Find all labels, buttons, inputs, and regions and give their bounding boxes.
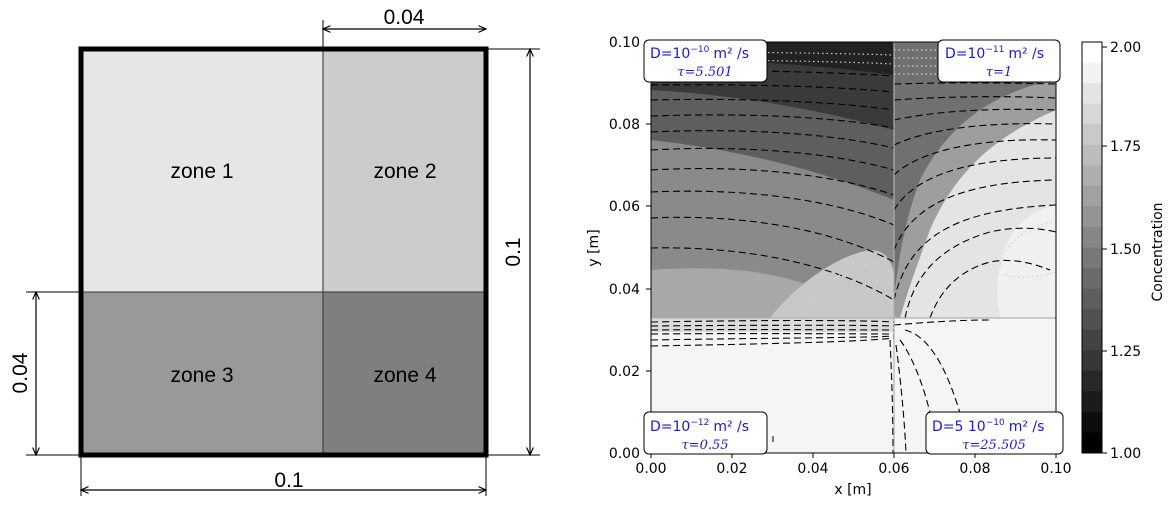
x-tick-label: 0.10 — [1040, 461, 1071, 477]
tau-text: τ=25.505 — [962, 438, 1026, 453]
colorbar-band — [1082, 227, 1102, 248]
y-tick-labels: 0.00 0.02 0.04 0.06 0.08 0.10 — [609, 35, 640, 462]
colorbar-label: Concentration — [1150, 202, 1166, 301]
x-tick-label: 0.08 — [959, 461, 990, 477]
colorbar-band — [1082, 165, 1102, 186]
colorbar-band — [1082, 309, 1102, 330]
colorbar-bands — [1082, 42, 1102, 454]
colorbar-band — [1082, 391, 1102, 412]
y-tick-label: 0.06 — [609, 199, 640, 215]
colorbar-band — [1082, 350, 1102, 371]
colorbar-ticks — [1102, 47, 1107, 453]
right-dimension-label: 0.1 — [502, 237, 525, 266]
tau-text: τ=1 — [986, 65, 1012, 80]
zone-2-label: zone 2 — [373, 160, 436, 183]
colorbar-band — [1082, 289, 1102, 310]
x-tick-labels: 0.00 0.02 0.04 0.06 0.08 0.10 — [635, 461, 1071, 477]
colorbar-band — [1082, 104, 1102, 125]
colorbar-band — [1082, 63, 1102, 84]
zone-1-label: zone 1 — [170, 160, 233, 183]
left-dimension-label: 0.04 — [9, 352, 32, 393]
colorbar-tick-label: 1.50 — [1110, 242, 1141, 258]
colorbar-tick-label: 1.00 — [1110, 446, 1141, 462]
colorbar-band — [1082, 248, 1102, 269]
zone-4-label: zone 4 — [373, 364, 436, 387]
colorbar-band — [1082, 432, 1102, 453]
colorbar-band — [1082, 371, 1102, 392]
colorbar-tick-label: 2.00 — [1110, 40, 1141, 56]
plot-field — [651, 42, 1056, 453]
contour-plot: 0.00 0.02 0.04 0.06 0.08 0.10 0.00 0.02 … — [586, 35, 1166, 498]
x-tick-label: 0.06 — [878, 461, 909, 477]
x-tick-label: 0.04 — [797, 461, 828, 477]
colorbar-band — [1082, 42, 1102, 63]
colorbar-band — [1082, 330, 1102, 351]
colorbar-band — [1082, 83, 1102, 104]
y-tick-label: 0.02 — [609, 364, 640, 380]
y-tick-label: 0.10 — [609, 35, 640, 51]
schematic: zone 1 zone 2 zone 3 zone 4 0.04 0.1 0.0… — [9, 6, 540, 496]
colorbar-band — [1082, 206, 1102, 227]
zone-3-label: zone 3 — [170, 364, 233, 387]
y-tick-label: 0.00 — [609, 446, 640, 462]
x-tick-label: 0.02 — [716, 461, 747, 477]
bottom-dimension-label: 0.1 — [274, 469, 303, 492]
top-dimension-label: 0.04 — [384, 6, 425, 29]
tau-text: τ=5.501 — [677, 65, 732, 80]
x-tick-label: 0.00 — [635, 461, 666, 477]
colorbar-band — [1082, 268, 1102, 289]
tau-text: τ=0.55 — [681, 438, 728, 453]
colorbar: 2.00 1.75 1.50 1.25 1.00 Concentration — [1082, 40, 1166, 462]
colorbar-band — [1082, 186, 1102, 207]
colorbar-band — [1082, 124, 1102, 145]
colorbar-tick-labels: 2.00 1.75 1.50 1.25 1.00 — [1110, 40, 1141, 462]
colorbar-band — [1082, 145, 1102, 166]
x-axis-label: x [m] — [834, 482, 871, 498]
colorbar-band — [1082, 412, 1102, 433]
y-axis-label: y [m] — [586, 229, 602, 266]
y-tick-label: 0.04 — [609, 282, 640, 298]
colorbar-tick-label: 1.25 — [1110, 344, 1141, 360]
y-tick-label: 0.08 — [609, 117, 640, 133]
colorbar-tick-label: 1.75 — [1110, 139, 1141, 155]
